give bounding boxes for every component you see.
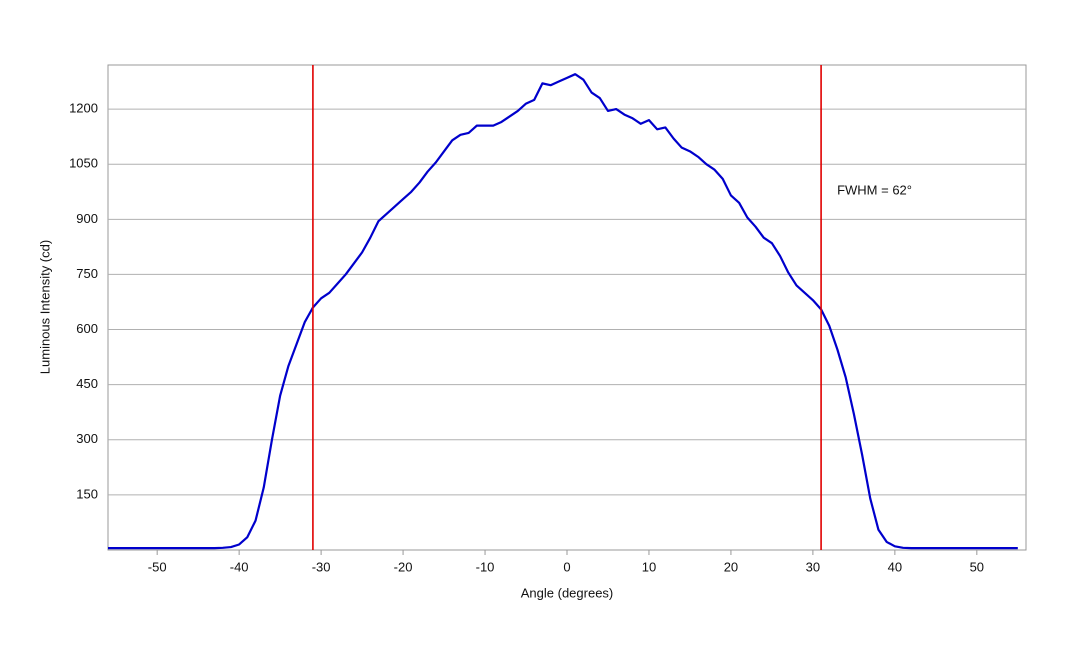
x-tick-label: 50 [970,559,984,574]
y-tick-label: 300 [76,431,98,446]
x-tick-label: -40 [230,559,249,574]
y-tick-label: 750 [76,266,98,281]
x-tick-label: -10 [476,559,495,574]
y-tick-label: 600 [76,321,98,336]
y-tick-label: 1050 [69,156,98,171]
x-tick-label: 10 [642,559,656,574]
annotation: FWHM = 62° [837,182,912,197]
plot-area [107,64,1027,551]
y-tick-label: 150 [76,486,98,501]
x-tick-label: -30 [312,559,331,574]
x-tick-label: 20 [724,559,738,574]
x-tick-label: -50 [148,559,167,574]
y-axis-label: Luminous Intensity (cd) [37,240,52,374]
x-tick-label: 0 [563,559,570,574]
x-tick-label: -20 [394,559,413,574]
x-tick-label: 30 [806,559,820,574]
data-line [108,73,1018,550]
x-axis-label: Angle (degrees) [521,585,614,600]
y-tick-label: 450 [76,376,98,391]
y-tick-label: 1200 [69,101,98,116]
y-tick-label: 900 [76,211,98,226]
x-tick-label: 40 [888,559,902,574]
